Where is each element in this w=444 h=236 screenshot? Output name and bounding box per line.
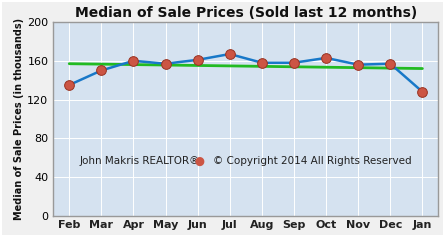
Y-axis label: Median of Sale Prices (in thousands): Median of Sale Prices (in thousands) xyxy=(15,18,24,220)
Title: Median of Sale Prices (Sold last 12 months): Median of Sale Prices (Sold last 12 mont… xyxy=(75,6,417,20)
Text: John Makris REALTOR®: John Makris REALTOR® xyxy=(79,156,200,166)
Text: © Copyright 2014 All Rights Reserved: © Copyright 2014 All Rights Reserved xyxy=(213,156,412,166)
Text: ●: ● xyxy=(191,155,209,168)
